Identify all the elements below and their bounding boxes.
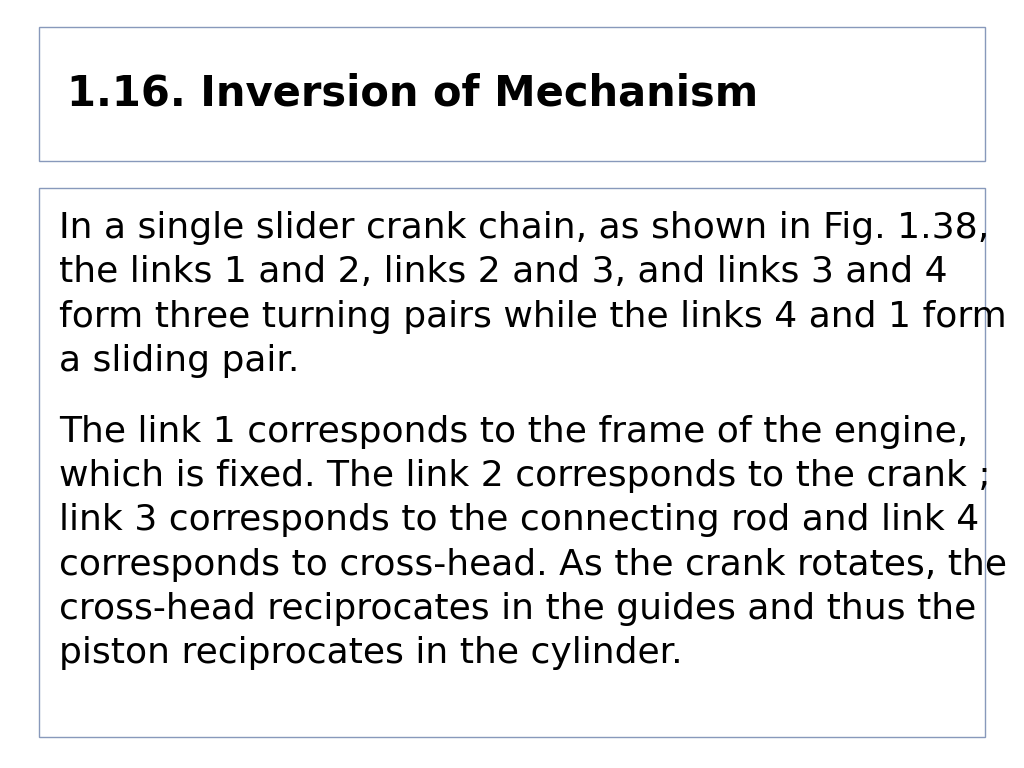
FancyBboxPatch shape	[39, 27, 985, 161]
Text: The link 1 corresponds to the frame of the engine,
which is fixed. The link 2 co: The link 1 corresponds to the frame of t…	[59, 415, 1008, 670]
Text: 1.16. Inversion of Mechanism: 1.16. Inversion of Mechanism	[67, 73, 758, 114]
FancyBboxPatch shape	[39, 188, 985, 737]
Text: In a single slider crank chain, as shown in Fig. 1.38,
the links 1 and 2, links : In a single slider crank chain, as shown…	[59, 211, 1008, 378]
